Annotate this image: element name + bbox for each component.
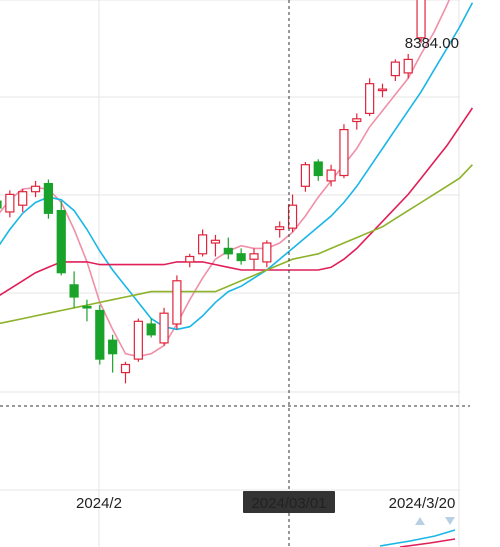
indicator-line [379,529,456,547]
candle [210,234,221,257]
candle [403,54,413,79]
candle [5,190,15,218]
candle [146,318,156,338]
candle [108,334,118,373]
candle [262,240,272,268]
candle [300,162,310,192]
candle [18,189,28,212]
candle [339,124,349,179]
crosshair [0,0,470,547]
candle [172,275,182,330]
candle [30,180,41,198]
candle [326,164,336,187]
candle [249,248,259,270]
candle [377,83,388,98]
candle [43,179,54,219]
max-price-label: 8384.00 [405,35,459,52]
x-tick-label-mar20: 2024/3/20 [389,495,456,512]
candle [95,305,105,365]
candle [390,59,400,81]
candle [236,248,246,265]
candle [223,237,233,260]
x-tick-label-crosshair-date: 2024/03/01 [251,495,326,512]
candle [120,361,131,384]
scroll-up-arrow-icon[interactable] [415,517,425,525]
candle [69,271,79,308]
candle [365,78,375,117]
scroll-down-arrow-icon[interactable] [445,517,455,525]
candle [56,201,66,276]
ma60-line [0,164,473,325]
candle [159,307,169,346]
candle-series [0,0,426,384]
candle [185,253,195,268]
candle [352,113,362,130]
ma10-line [0,2,474,331]
candle [287,194,298,233]
candle [275,221,285,238]
candle [198,229,208,257]
chart-grid [0,0,460,547]
lower-indicator-panel [379,529,456,547]
candle [416,0,426,44]
candle [0,200,2,209]
ma5-line [0,0,450,358]
crosshair-date-badge [243,491,335,513]
candle [313,159,323,181]
indicator-line [399,538,456,547]
moving-average-lines [0,0,474,358]
x-tick-label-feb: 2024/2 [76,495,122,512]
ma20-line [0,107,474,297]
candle [82,299,92,322]
candle [133,318,143,362]
